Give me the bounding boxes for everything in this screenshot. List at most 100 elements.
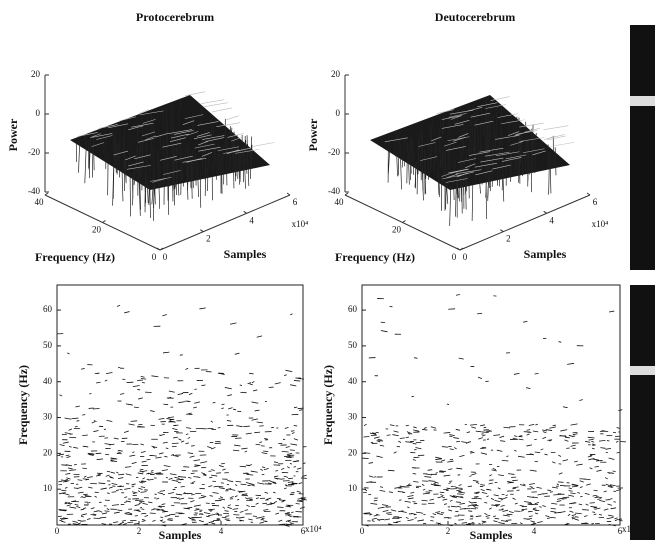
surface-spike	[488, 121, 491, 162]
contour-stroke	[566, 522, 570, 525]
contour-stroke	[413, 429, 419, 432]
y-axis-label: Frequency (Hz)	[16, 365, 30, 445]
contour-stroke	[527, 503, 533, 505]
contour-stroke	[80, 513, 85, 516]
surface-spike	[491, 141, 494, 167]
contour-stroke	[113, 511, 120, 514]
contour-stroke	[422, 492, 430, 495]
contour-stroke	[64, 417, 72, 420]
contour-stroke	[608, 514, 614, 517]
contour-stroke	[106, 419, 113, 422]
contour-stroke	[448, 468, 453, 471]
contour-stroke	[245, 432, 252, 435]
contour-stroke	[606, 516, 614, 520]
surface-spike	[525, 121, 528, 150]
contour-stroke	[286, 511, 290, 514]
contour-stroke	[287, 481, 294, 483]
contour-stroke	[296, 490, 301, 493]
contour-stroke	[298, 482, 303, 485]
contour-stroke	[481, 434, 486, 437]
contour-stroke	[134, 499, 138, 501]
surface-spike	[141, 136, 143, 170]
contour-stroke	[218, 498, 225, 501]
surface-streak	[485, 151, 510, 157]
contour-stroke	[430, 516, 435, 518]
contour-stroke	[519, 505, 524, 507]
contour-stroke	[470, 424, 477, 426]
contour-stroke	[480, 489, 485, 492]
surface-spike	[430, 125, 432, 146]
contour-stroke	[450, 505, 458, 508]
contour-stroke	[190, 500, 195, 503]
contour-stroke	[512, 497, 516, 500]
contour-stroke	[407, 519, 414, 522]
contour-stroke	[251, 484, 255, 487]
contour-stroke	[154, 472, 161, 474]
contour-stroke	[528, 515, 533, 517]
y-tick	[459, 247, 464, 251]
contour-stroke	[429, 498, 434, 501]
surface-streak	[507, 131, 520, 136]
surface-streak	[441, 115, 462, 120]
surface-streak	[446, 173, 459, 179]
contour-stroke	[252, 389, 258, 392]
surface-streak	[134, 154, 151, 160]
contour-stroke	[188, 392, 193, 396]
contour-stroke	[568, 502, 576, 505]
contour-stroke	[218, 465, 224, 468]
contour-stroke	[194, 464, 201, 467]
contour-stroke	[82, 478, 90, 480]
contour-stroke	[216, 512, 219, 515]
contour-stroke	[90, 514, 96, 516]
contour-stroke	[473, 496, 479, 498]
contour-stroke	[116, 489, 120, 491]
contour-stroke	[84, 504, 88, 506]
contour-stroke	[496, 449, 503, 452]
contour-stroke	[578, 503, 583, 506]
contour-stroke	[108, 486, 113, 489]
contour-stroke	[290, 491, 295, 494]
contour-stroke	[99, 516, 107, 519]
contour-stroke	[613, 501, 616, 503]
contour-stroke	[141, 518, 146, 521]
surface-streak	[485, 104, 507, 109]
contour-stroke	[194, 401, 201, 404]
contour-stroke	[592, 511, 596, 513]
y-tick-label: 30	[348, 412, 358, 422]
x-tick-label: 2	[206, 234, 211, 244]
surface-streak	[519, 122, 544, 128]
surface-streak	[384, 137, 408, 143]
contour-stroke	[448, 482, 452, 484]
surface-spike	[454, 159, 457, 176]
contour-stroke	[67, 467, 73, 470]
surface-spike	[122, 159, 125, 173]
surface-spike	[243, 145, 246, 189]
contour-stroke	[434, 481, 439, 484]
contour-stroke	[272, 491, 276, 494]
contour-stroke	[571, 514, 577, 517]
contour-stroke	[449, 499, 453, 502]
contour-stroke	[225, 515, 230, 517]
contour-stroke	[435, 472, 438, 474]
contour-stroke	[96, 381, 101, 384]
contour-stroke	[249, 383, 253, 386]
contour-stroke	[381, 504, 389, 507]
contour-stroke	[570, 444, 576, 447]
surface-spike	[466, 122, 469, 137]
contour-stroke	[168, 477, 173, 480]
contour-stroke	[604, 477, 608, 480]
contour-stroke	[167, 519, 173, 521]
contour-stroke	[103, 428, 107, 431]
contour-stroke	[166, 418, 174, 421]
contour-stroke	[169, 473, 177, 476]
surface-streak	[457, 171, 475, 177]
surface-streak	[77, 132, 98, 137]
surface-streak	[203, 102, 228, 108]
contour-stroke	[571, 485, 579, 488]
surface-spike	[414, 162, 417, 188]
contour-stroke	[369, 513, 373, 516]
contour-stroke	[138, 426, 145, 428]
contour-stroke	[248, 464, 252, 467]
contour-stroke	[503, 426, 510, 429]
contour-stroke	[521, 508, 528, 511]
